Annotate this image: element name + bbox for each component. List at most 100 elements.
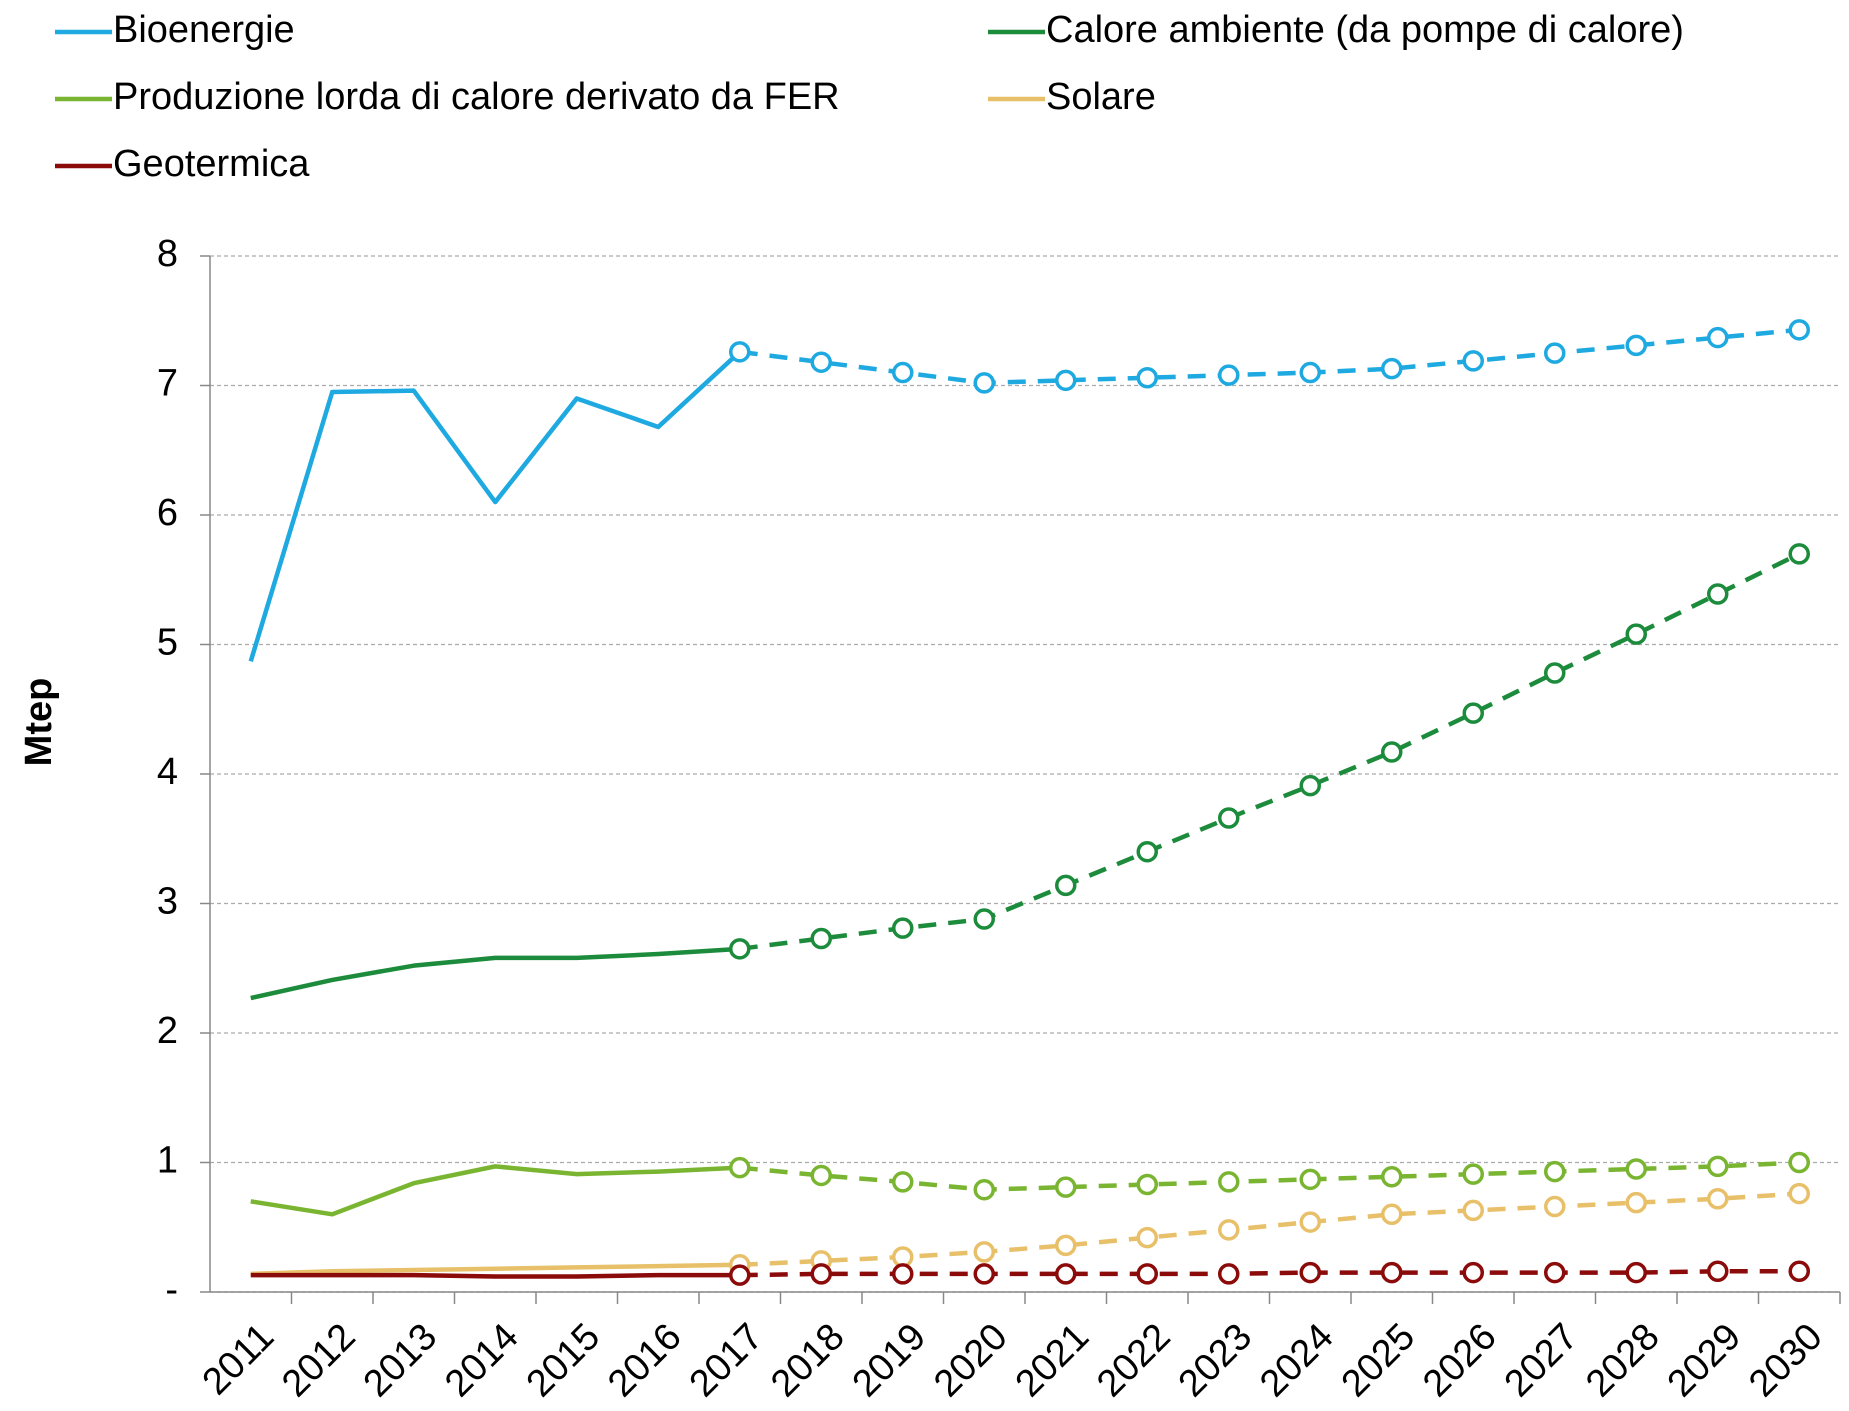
y-axis-label: Mtep [18, 678, 60, 767]
x-tick-label: 2026 [1415, 1316, 1504, 1405]
marker [1788, 1182, 1810, 1205]
marker [973, 372, 995, 394]
marker [1218, 364, 1240, 386]
marker [1218, 807, 1240, 829]
marker [1055, 369, 1077, 392]
marker [810, 1164, 832, 1187]
marker [1299, 774, 1321, 797]
x-tick-label: 2017 [682, 1316, 771, 1405]
line-historical [250, 1272, 740, 1279]
marker [1707, 1155, 1729, 1178]
line-projection [739, 551, 1801, 952]
marker [892, 917, 914, 939]
marker [1218, 1219, 1240, 1241]
x-tick-label: 2019 [845, 1316, 934, 1405]
x-tick-label: 2012 [274, 1316, 363, 1405]
x-tick-label: 2013 [356, 1316, 445, 1405]
legend-label: Calore ambiente (da pompe di calore) [1046, 9, 1684, 51]
x-tick-label: 2023 [1171, 1316, 1260, 1405]
legend-label: Produzione lorda di calore derivato da F… [113, 76, 840, 118]
marker [973, 1263, 995, 1285]
marker [1299, 361, 1321, 384]
marker [1544, 342, 1566, 364]
x-tick-label: 2015 [519, 1316, 608, 1405]
y-tick-label: - [165, 1269, 178, 1311]
marker [1625, 1261, 1647, 1284]
marker [973, 1241, 995, 1263]
marker [892, 1171, 914, 1193]
marker [1055, 1176, 1077, 1198]
marker [1625, 623, 1647, 645]
marker [1136, 840, 1158, 863]
y-tick-label: 3 [157, 881, 178, 923]
marker [1136, 1263, 1158, 1285]
x-tick-label: 2020 [926, 1316, 1015, 1405]
x-tick-label: 2021 [1008, 1316, 1097, 1405]
marker [1055, 874, 1077, 897]
marker [1381, 1261, 1403, 1284]
marker [729, 341, 751, 363]
marker [810, 1263, 832, 1285]
x-tick-label: 2030 [1741, 1316, 1830, 1405]
x-tick-label: 2014 [437, 1316, 526, 1405]
x-tick-label: 2022 [1089, 1316, 1178, 1405]
marker [1544, 1160, 1566, 1183]
marker [1381, 357, 1403, 380]
marker [1299, 1261, 1321, 1284]
line-historical [248, 350, 742, 662]
marker [1788, 543, 1810, 565]
y-tick-label: 2 [157, 1010, 178, 1052]
marker [1462, 1261, 1484, 1284]
marker [892, 361, 914, 384]
line-projection [739, 1160, 1800, 1192]
y-tick-label: 7 [157, 363, 178, 405]
y-tick-label: 4 [157, 751, 178, 793]
line-historical [250, 1262, 740, 1277]
line-historical [250, 1164, 740, 1217]
y-tick-label: 1 [157, 1140, 178, 1182]
marker [1299, 1211, 1321, 1233]
marker [1462, 1199, 1484, 1222]
marker [1136, 366, 1158, 389]
marker [1136, 1173, 1158, 1196]
marker [1462, 350, 1484, 372]
marker [1788, 1260, 1810, 1283]
legend-label: Geotermica [113, 143, 310, 185]
line-projection [739, 1269, 1800, 1278]
marker [1218, 1171, 1240, 1193]
marker [1707, 583, 1729, 605]
marker [1544, 1195, 1566, 1218]
marker [1055, 1263, 1077, 1285]
marker [1788, 319, 1810, 341]
line-projection [739, 327, 1800, 386]
marker [1788, 1151, 1810, 1174]
legend-label: Solare [1046, 76, 1156, 118]
x-tick-label: 2018 [763, 1316, 852, 1405]
x-tick-label: 2024 [1252, 1316, 1341, 1405]
x-tick-label: 2027 [1497, 1316, 1586, 1405]
legend-label: Bioenergie [113, 9, 295, 51]
y-tick-label: 8 [157, 233, 178, 275]
marker [1707, 1188, 1729, 1210]
y-tick-label: 6 [157, 492, 178, 534]
marker [810, 351, 832, 373]
x-tick-label: 2011 [195, 1316, 282, 1403]
marker [729, 1156, 751, 1179]
marker [1381, 741, 1403, 763]
marker [1136, 1226, 1158, 1249]
marker [1462, 702, 1484, 724]
x-tick-label: 2025 [1334, 1316, 1423, 1405]
marker [1218, 1263, 1240, 1285]
marker [1544, 1261, 1566, 1284]
marker [1299, 1168, 1321, 1191]
y-tick-label: 5 [157, 622, 178, 664]
marker [1625, 334, 1647, 357]
x-tick-label: 2016 [600, 1316, 689, 1405]
marker [1381, 1165, 1403, 1188]
marker [1462, 1163, 1484, 1185]
marker [1707, 326, 1729, 349]
line-historical [250, 946, 740, 1001]
marker [1707, 1260, 1729, 1283]
line-projection [739, 1191, 1800, 1268]
